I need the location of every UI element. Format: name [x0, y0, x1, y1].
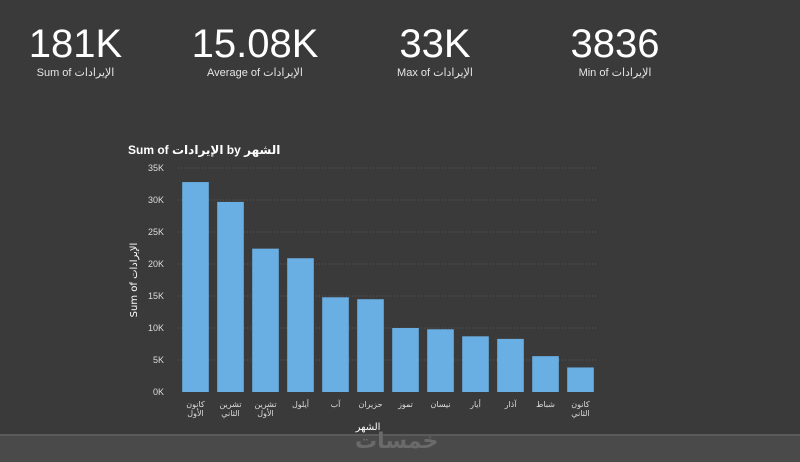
y-tick-label: 20K — [148, 259, 164, 269]
kpi-min-value: 3836 — [570, 22, 660, 66]
bar — [532, 356, 559, 392]
y-tick-label: 5K — [153, 355, 164, 365]
x-tick-label: نيسان — [430, 400, 450, 409]
x-tick-label: آذار — [504, 399, 518, 409]
y-tick-label: 15K — [148, 291, 164, 301]
bar — [497, 338, 524, 392]
y-tick-label: 0K — [153, 387, 164, 397]
y-tick-label: 35K — [148, 163, 164, 173]
kpi-max-label: Max of الإيرادات — [397, 67, 473, 79]
bar — [427, 329, 454, 392]
bar — [357, 299, 384, 392]
kpi-average-value: 15.08K — [191, 22, 319, 66]
kpi-max-value: 33K — [399, 22, 471, 66]
kpi-average-label: Average of الإيرادات — [207, 67, 303, 79]
y-axis-label: Sum of الإيرادات — [129, 243, 140, 318]
bar — [217, 201, 244, 392]
kpi-max: 33K Max of الإيرادات — [385, 22, 485, 80]
kpi-sum-label: Sum of الإيرادات — [36, 67, 115, 79]
y-tick-label: 25K — [148, 227, 164, 237]
x-tick-label: تموز — [397, 400, 413, 409]
x-tick-label: كانون الأول — [186, 400, 205, 418]
kpi-sum: 181K Sum of الإيرادات — [18, 22, 133, 80]
bar — [567, 367, 594, 392]
bar — [392, 328, 419, 392]
x-axis-label: الشهر — [355, 422, 381, 433]
x-tick-label: أيلول — [292, 399, 309, 409]
x-tick-label: كانون الثاني — [571, 400, 590, 418]
x-tick-label: آب — [331, 399, 342, 409]
kpi-sum-value: 181K — [28, 22, 123, 66]
kpi-average: 15.08K Average of الإيرادات — [180, 22, 330, 80]
y-tick-label: 10K — [148, 323, 164, 333]
x-tick-label: أيار — [469, 399, 481, 409]
bar — [462, 336, 489, 392]
chart-title: Sum of الإيرادات by الشهر — [128, 143, 281, 157]
watermark-logo: خمسات — [355, 429, 439, 454]
x-tick-label: تشرين الثاني — [219, 400, 241, 418]
bottom-bar — [0, 434, 800, 462]
x-tick-label: تشرين الأول — [254, 400, 276, 418]
x-tick-label: حزيران — [358, 400, 382, 409]
bar — [182, 182, 209, 392]
bar — [287, 258, 314, 392]
bar — [252, 248, 279, 392]
bar-chart: 0K 5K 10K 15K 20K 25K 30K 35K كانون الأول تشرين الث… — [129, 163, 598, 433]
x-tick-label: شباط — [536, 400, 555, 409]
bar — [322, 297, 349, 392]
y-tick-label: 30K — [148, 195, 164, 205]
kpi-min: 3836 Min of الإيرادات — [555, 22, 675, 80]
kpi-min-label: Min of الإيرادات — [578, 67, 652, 79]
